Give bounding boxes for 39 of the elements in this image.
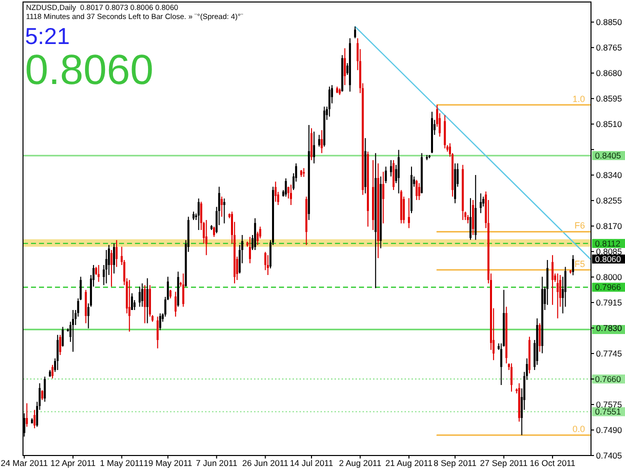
series-label: 1.0 <box>572 94 585 104</box>
y-tick-label: 0.7490 <box>596 425 622 436</box>
x-tick-label: 7 Jun 2011 <box>196 458 238 468</box>
text: 0.8060 <box>595 254 622 264</box>
y-tick-label: 0.7405 <box>596 450 622 460</box>
x-tick-label: 1 May 2011 <box>100 458 144 468</box>
ref-line-label: 0.8112 <box>595 238 621 248</box>
x-tick-label: 8 Sep 2011 <box>434 458 477 468</box>
x-tick-label: 14 Jul 2011 <box>290 458 334 468</box>
x-tick-label: 16 Oct 2011 <box>530 458 576 468</box>
y-tick-label: 0.8765 <box>596 42 622 53</box>
y-tick-label: 0.8170 <box>596 221 622 232</box>
candlestick <box>223 198 226 224</box>
ref-line-label: 0.8405 <box>595 150 622 161</box>
series-label: F6 <box>574 220 585 231</box>
x-tick-label: 24 Mar 2011 <box>0 458 48 468</box>
annotation: 0.8060 <box>25 46 154 93</box>
y-tick-label: 0.8255 <box>596 196 622 206</box>
annotation: 5:21 <box>25 23 70 49</box>
x-tick-label: 21 Aug 2011 <box>385 458 433 468</box>
y-tick-label: 0.8510 <box>596 119 622 130</box>
y-tick-label: 0.8340 <box>596 170 622 180</box>
ref-line-label: 0.7660 <box>595 374 622 384</box>
series-label: 0.0 <box>572 424 585 434</box>
y-tick-label: 0.8085 <box>596 246 622 257</box>
x-tick-label: 27 Sep 2011 <box>480 458 528 468</box>
ref-line-label: 0.7966 <box>595 282 622 292</box>
y-tick-label: 0.8595 <box>596 94 622 104</box>
y-tick-label: 0.8850 <box>596 17 622 28</box>
y-tick-label: 0.8680 <box>596 68 622 78</box>
x-tick-label: 26 Jun 2011 <box>242 458 289 468</box>
y-tick-label: 0.7745 <box>596 348 622 359</box>
x-tick-label: 19 May 2011 <box>144 458 192 468</box>
y-tick-label: 0.7830 <box>596 323 622 334</box>
series-label: F5 <box>574 258 585 269</box>
y-tick-label: 0.7915 <box>596 298 622 308</box>
x-tick-label: 2 Aug 2011 <box>339 458 382 468</box>
x-tick-label: 12 Apr 2011 <box>50 458 96 468</box>
y-tick-label: 0.8000 <box>596 272 622 282</box>
